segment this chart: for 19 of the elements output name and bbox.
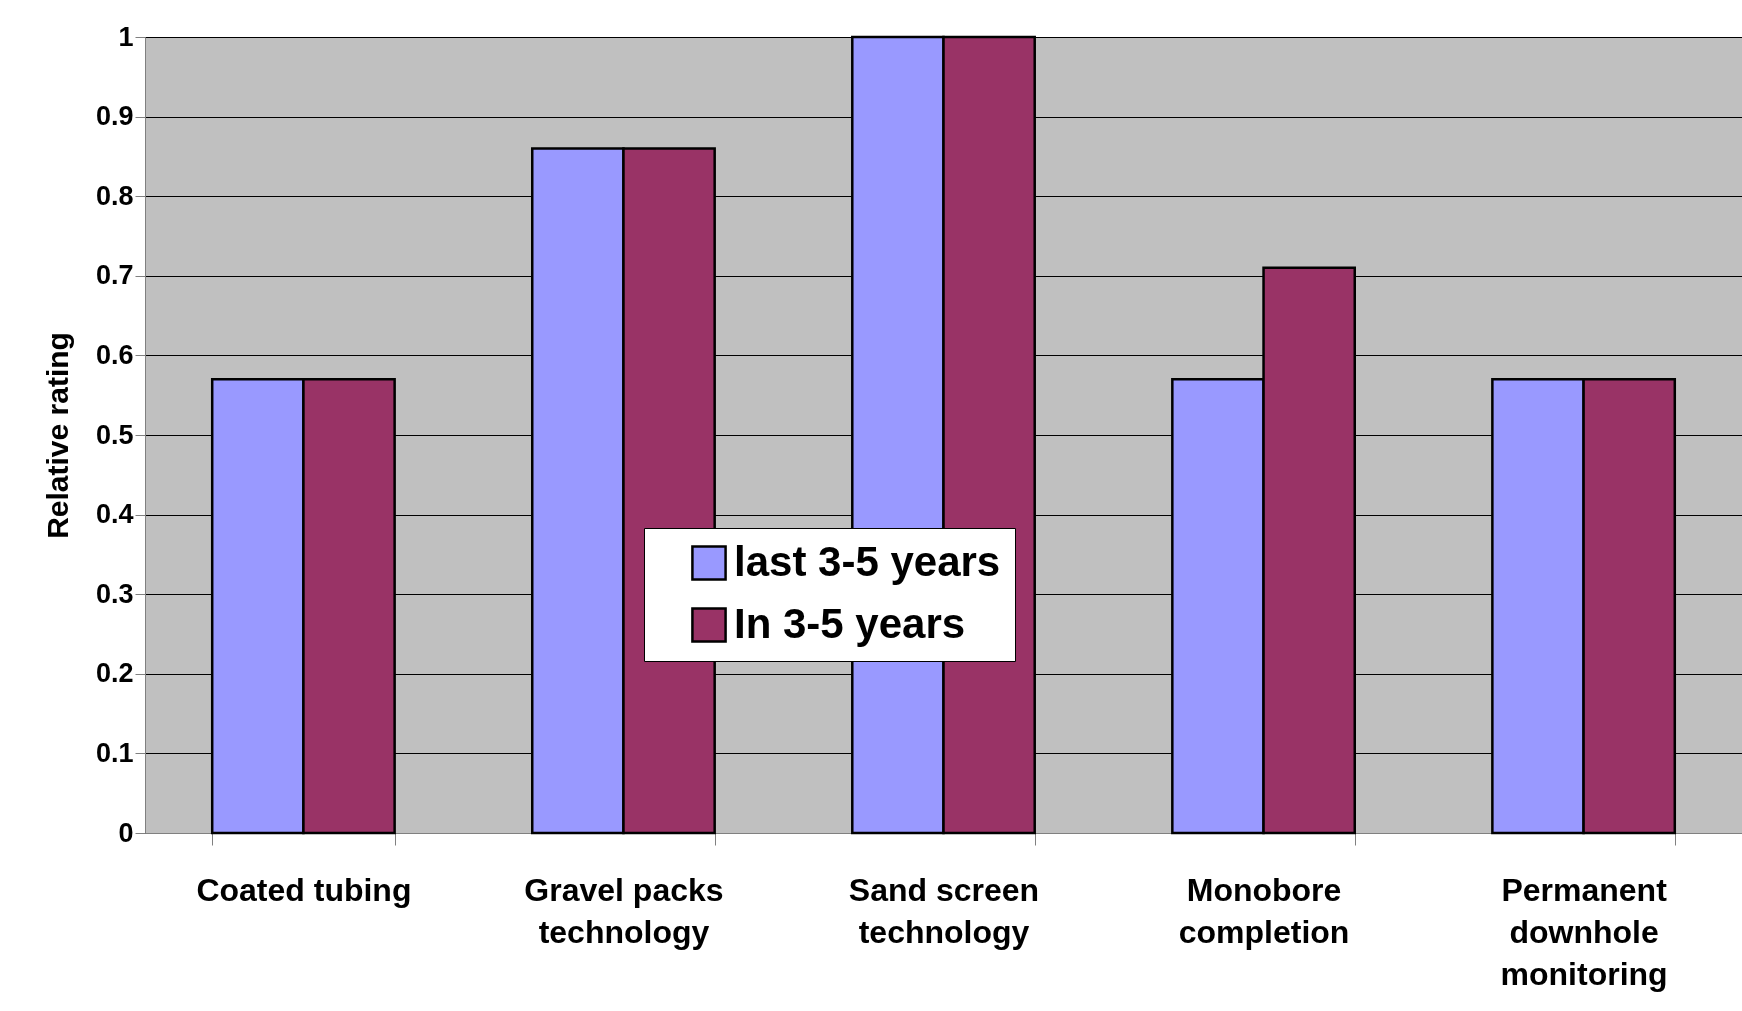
y-tick-label: 0.1 xyxy=(95,737,134,768)
x-tick-label: Coated tubing xyxy=(196,871,412,908)
y-axis-title: Relative rating xyxy=(40,332,74,539)
y-tick-label: 0.3 xyxy=(95,578,134,609)
y-tick-label: 1 xyxy=(118,21,134,52)
x-tick-label: Monobore completion xyxy=(1178,871,1350,950)
y-tick-label: 0.9 xyxy=(95,101,134,132)
y-tick-label: 0.2 xyxy=(95,658,134,689)
y-tick-label: 0.7 xyxy=(95,260,134,291)
y-tick-label: 0.6 xyxy=(95,339,134,370)
legend-label: In 3-5 years xyxy=(734,600,966,647)
x-tick-label: Permanent downhole monitoring xyxy=(1500,871,1668,992)
x-tick-label: Gravel packs technology xyxy=(524,871,724,950)
y-tick-label: 0 xyxy=(118,817,134,848)
y-tick-label: 0.5 xyxy=(95,419,134,450)
x-tick-label: Sand screen technology xyxy=(848,871,1040,950)
y-tick-label: 0.4 xyxy=(95,499,134,530)
y-tick-label: 0.8 xyxy=(95,180,134,211)
legend-label: last 3-5 years xyxy=(734,538,1001,585)
